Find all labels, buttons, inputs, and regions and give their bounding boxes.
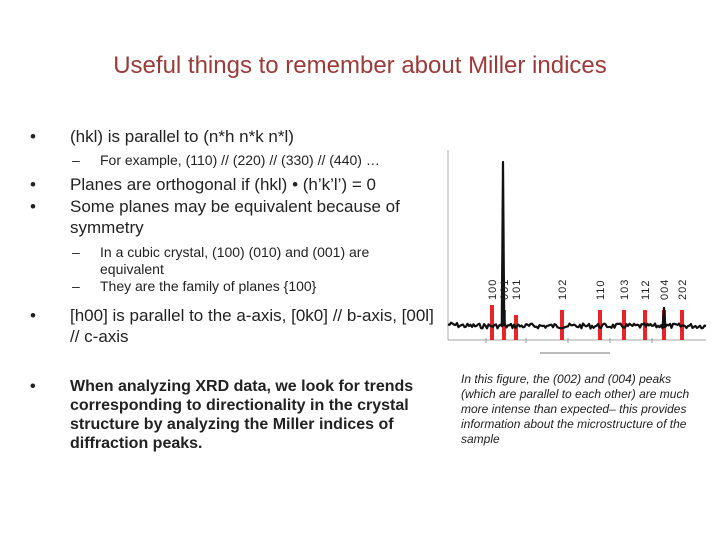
bullet-axes: [h00] is parallel to the a-axis, [0k0] /… xyxy=(28,305,438,347)
slide-title: Useful things to remember about Miller i… xyxy=(113,52,607,79)
peak-marker-102 xyxy=(560,310,564,340)
bullet-orthogonal: Planes are orthogonal if (hkl) • (h’k’l’… xyxy=(28,174,438,195)
peak-label-004: 004 xyxy=(659,279,671,300)
figure-caption: In this figure, the (002) and (004) peak… xyxy=(461,372,690,446)
bullet-cubic: In a cubic crystal, (100) (010) and (001… xyxy=(28,244,438,278)
bullet-family: They are the family of planes {100} xyxy=(28,278,438,295)
peak-label-102: 102 xyxy=(557,279,569,300)
peak-label-202: 202 xyxy=(677,279,689,300)
plot-frame xyxy=(447,150,706,341)
peak-label-001: 001 xyxy=(499,279,511,300)
peak-label-101: 101 xyxy=(511,279,523,300)
peak-label-112: 112 xyxy=(640,279,652,300)
peak-marker-110 xyxy=(598,310,602,340)
bullet-xrd: When analyzing XRD data, we look for tre… xyxy=(28,377,438,453)
bullet-equivalent: Some planes may be equivalent because of… xyxy=(28,196,438,238)
peak-label-110: 110 xyxy=(595,279,607,300)
xrd-figure: 100 001 101 102 110 103 112 004 202 xyxy=(447,150,707,354)
peak-label-100: 100 xyxy=(487,279,499,300)
peak-label-103: 103 xyxy=(619,279,631,300)
bullet-parallel: (hkl) is parallel to (n*h n*k n*l) xyxy=(28,126,438,147)
peak-labels: 100 001 101 102 110 103 112 004 202 xyxy=(487,279,689,300)
bullet-list: (hkl) is parallel to (n*h n*k n*l) For e… xyxy=(28,126,438,453)
tick-marks xyxy=(485,338,653,343)
xrd-trace xyxy=(447,160,707,330)
peak-marker-100 xyxy=(490,305,494,340)
bullet-example: For example, (110) // (220) // (330) // … xyxy=(28,152,438,169)
peak-marker-103 xyxy=(622,310,626,340)
axis-label-blur xyxy=(540,352,610,354)
